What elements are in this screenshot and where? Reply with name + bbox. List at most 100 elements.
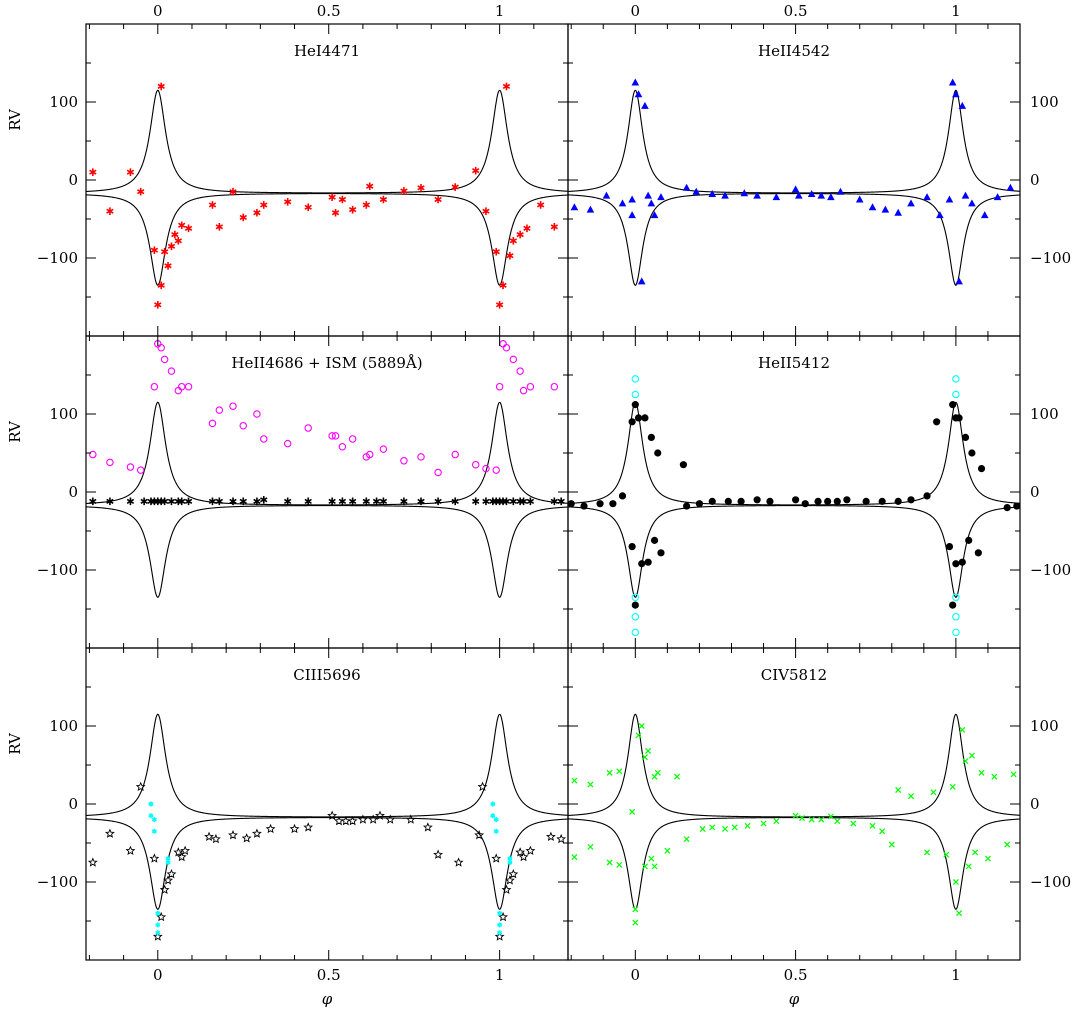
model-curve-down-panel-3 <box>86 505 568 598</box>
panel-title: HeI4471 <box>294 42 360 60</box>
data-point <box>708 497 716 505</box>
y-tick-label: 0 <box>1030 795 1040 813</box>
data-point <box>631 375 640 383</box>
data-point <box>907 496 915 504</box>
data-point <box>978 769 985 776</box>
data-point <box>151 828 157 834</box>
panel-title: CIII5696 <box>293 666 360 684</box>
data-point <box>641 754 648 761</box>
data-point <box>628 418 636 426</box>
data-point <box>509 355 518 364</box>
data-point <box>125 845 136 855</box>
data-point <box>283 497 292 506</box>
data-point <box>525 845 536 855</box>
data-point <box>753 496 761 504</box>
data-point <box>968 199 976 207</box>
y-tick-label: −100 <box>1030 873 1071 891</box>
data-point <box>843 496 851 504</box>
data-point <box>894 497 902 505</box>
data-point <box>955 277 963 285</box>
y-tick-label: −100 <box>37 561 78 579</box>
data-point <box>862 497 870 505</box>
data-point <box>968 449 976 457</box>
data-point <box>334 815 344 826</box>
data-point <box>362 201 371 209</box>
data-point <box>149 853 160 863</box>
data-point <box>171 230 179 239</box>
data-point <box>164 262 172 270</box>
y-tick-label: 100 <box>1030 93 1059 111</box>
x-tick-label-bottom: 0.5 <box>784 966 808 984</box>
data-point <box>178 497 186 506</box>
data-point <box>338 195 347 204</box>
data-point <box>229 402 237 410</box>
data-point <box>87 857 98 867</box>
data-point <box>645 747 652 754</box>
data-point <box>850 820 857 827</box>
data-point <box>494 931 505 941</box>
data-point <box>338 443 347 451</box>
model-curve-down-panel-5 <box>86 817 568 910</box>
data-point <box>89 450 97 459</box>
data-point <box>499 340 507 348</box>
data-point <box>265 823 276 834</box>
data-point <box>952 375 960 383</box>
data-point <box>977 465 986 473</box>
data-point <box>493 828 499 834</box>
data-point <box>400 187 408 195</box>
data-point <box>303 822 314 832</box>
data-point <box>654 449 662 457</box>
data-point <box>556 833 567 844</box>
data-point <box>173 847 184 857</box>
data-point <box>239 213 247 222</box>
data-point <box>692 187 701 195</box>
data-point <box>571 854 578 861</box>
data-point <box>991 773 998 780</box>
y-tick-label: −100 <box>1030 561 1071 579</box>
data-point <box>348 205 357 214</box>
model-curve-up-panel-6 <box>568 713 1020 818</box>
data-point <box>550 382 559 391</box>
data-point <box>304 203 312 212</box>
data-point <box>106 497 114 506</box>
data-point <box>208 201 217 209</box>
data-point <box>105 828 115 838</box>
panel-frame-3 <box>85 335 569 649</box>
data-point <box>165 860 171 865</box>
data-point <box>523 224 531 233</box>
data-point <box>833 497 841 505</box>
data-point <box>945 195 954 203</box>
data-point <box>167 367 176 375</box>
data-point <box>526 382 535 391</box>
data-point <box>968 752 975 759</box>
data-point <box>178 221 186 230</box>
panel-title: HeII4686 + ISM (5889Å) <box>231 354 422 372</box>
y-tick-label: 100 <box>1030 717 1059 735</box>
data-point <box>708 190 717 198</box>
data-point <box>961 433 970 441</box>
data-point <box>618 199 627 207</box>
model-curve-down-panel-4 <box>568 505 1020 598</box>
data-point <box>907 793 915 800</box>
data-point <box>753 191 761 199</box>
data-point <box>824 497 832 505</box>
data-point <box>834 818 841 825</box>
data-point <box>984 855 991 862</box>
panel-frame-6 <box>567 647 1021 961</box>
data-point <box>631 401 639 409</box>
data-point <box>176 851 187 862</box>
data-point <box>379 497 388 506</box>
y-tick-label: 100 <box>1030 405 1059 423</box>
data-point <box>632 919 639 926</box>
data-point <box>641 101 649 109</box>
data-point <box>827 813 834 820</box>
data-point <box>682 183 691 191</box>
data-point <box>878 497 886 505</box>
data-point <box>509 497 517 506</box>
data-point <box>148 801 154 807</box>
data-point <box>1003 504 1011 512</box>
data-point <box>894 208 902 216</box>
data-point <box>229 187 237 196</box>
data-point <box>507 860 513 865</box>
data-point <box>924 849 931 856</box>
